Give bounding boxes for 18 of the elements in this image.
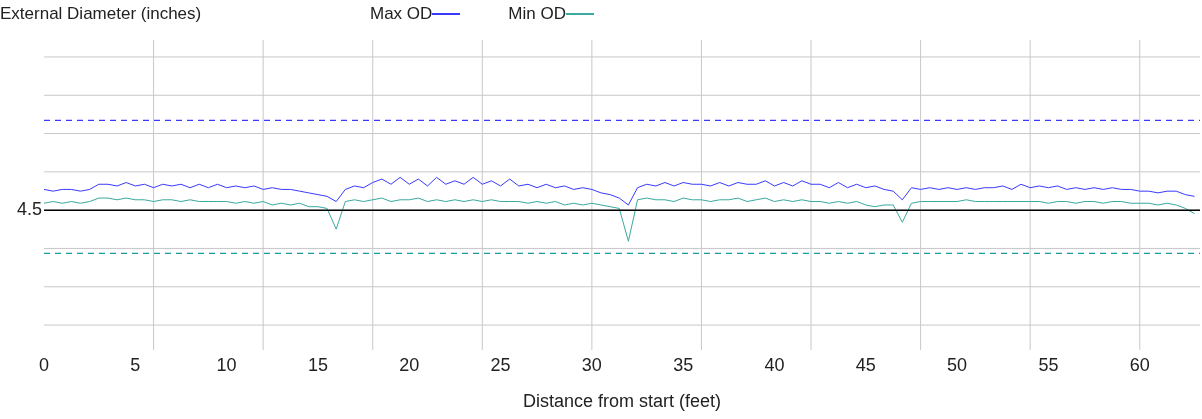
x-tick-label: 5: [130, 354, 141, 375]
x-axis-title: Distance from start (feet): [521, 391, 723, 412]
x-tick-label: 45: [855, 354, 876, 375]
chart-title: External Diameter (inches): [0, 4, 202, 24]
x-tick-label: 40: [764, 354, 785, 375]
x-tick-label: 15: [307, 354, 328, 375]
x-tick-label: 55: [1038, 354, 1059, 375]
x-tick-label: 10: [216, 354, 237, 375]
legend-label: Min OD: [508, 4, 567, 24]
x-tick-label: 30: [581, 354, 602, 375]
x-tick-label: 50: [947, 354, 968, 375]
x-tick-label: 25: [490, 354, 511, 375]
x-tick-label: 60: [1129, 354, 1150, 375]
x-tick-label: 0: [38, 354, 50, 375]
x-tick-label: 20: [399, 354, 420, 375]
text: 4.5: [16, 199, 42, 221]
legend-label: Max OD: [370, 4, 434, 24]
x-tick-label: 35: [673, 354, 694, 375]
